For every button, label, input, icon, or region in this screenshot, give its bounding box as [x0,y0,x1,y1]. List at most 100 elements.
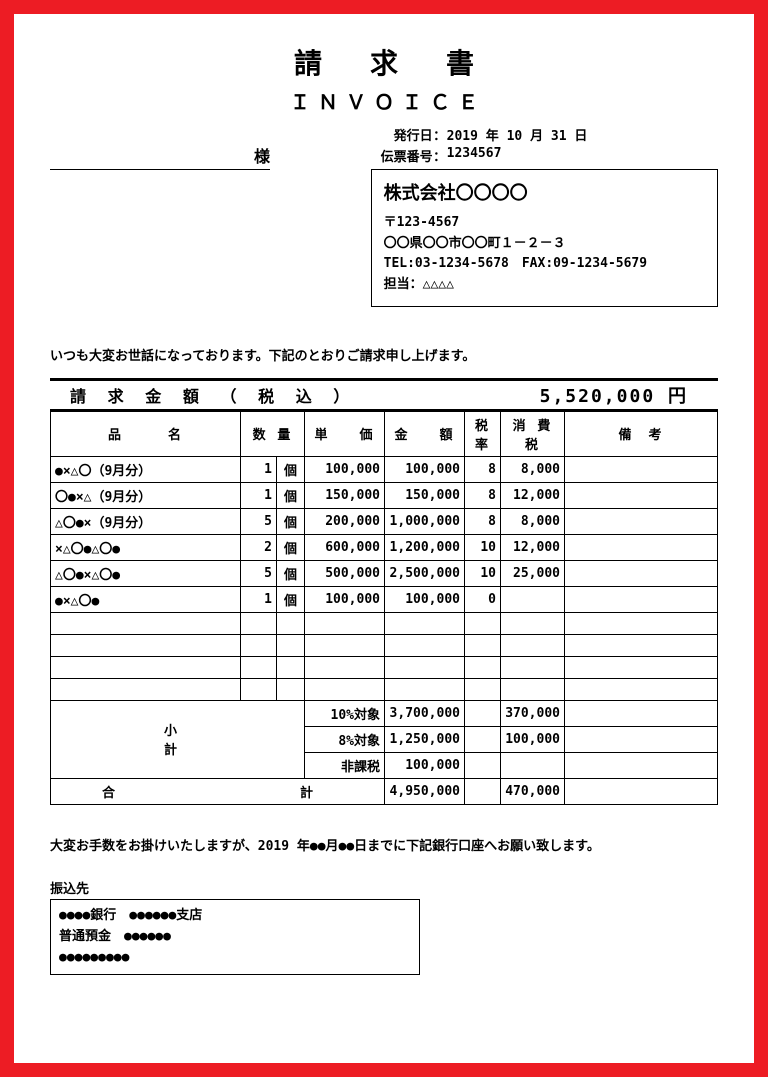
title-en: ＩＮＶＯＩＣＥ [50,86,718,115]
greeting-text: いつも大変お世話になっております。下記のとおりご請求申し上げます。 [50,345,718,364]
sub-cat: 10%対象 [305,700,385,726]
issue-value: 2019 年 10 月 31 日 [447,125,588,144]
items-table: 品 名 数 量 単 価 金 額 税率 消 費 税 備 考 ●×△〇（9月分）1個… [50,412,718,805]
issue-label: 発行日 [371,125,433,144]
cell-rate: 8 [465,508,501,534]
cell-tax: 25,000 [501,560,565,586]
cell-unit: 個 [277,456,305,482]
table-row: ●×△〇●1個100,000100,0000 [51,586,718,612]
subtotal-label: 小 計 [51,700,305,778]
sub-cat: 非課税 [305,752,385,778]
cell-name: ●×△〇（9月分） [51,456,241,482]
cell-name: △〇●×△〇● [51,560,241,586]
cell-note [565,586,718,612]
sub-amount: 100,000 [385,752,465,778]
cell-tax: 12,000 [501,482,565,508]
cell-name: △〇●×（9月分） [51,508,241,534]
table-row-empty [51,634,718,656]
title-jp: 請求書 [50,42,718,82]
cell-amount: 100,000 [385,456,465,482]
company-box: 株式会社〇〇〇〇 〒123-4567 〇〇県〇〇市〇〇町１－２－３ TEL:03… [371,169,718,307]
th-amount: 金 額 [385,412,465,457]
table-row: 〇●×△（9月分）1個150,000150,000812,000 [51,482,718,508]
sub-tax: 100,000 [501,726,565,752]
total-value: 5,520,000 円 [540,382,718,408]
grand-amount: 4,950,000 [385,778,465,804]
bank-label: 振込先 [50,878,718,897]
company-contact: 担当：△△△△ [384,275,705,296]
cell-price: 100,000 [305,456,385,482]
cell-unit: 個 [277,508,305,534]
cell-unit: 個 [277,560,305,586]
table-row: ×△〇●△〇●2個600,0001,200,0001012,000 [51,534,718,560]
th-price: 単 価 [305,412,385,457]
invoice-page: 請求書 ＩＮＶＯＩＣＥ 様 発行日 ： 2019 年 10 月 31 日 伝票番… [0,0,768,1077]
cell-rate: 10 [465,534,501,560]
bank-line2: 普通預金 ●●●●●● [59,927,411,948]
cell-tax [501,586,565,612]
table-row: △〇●×△〇●5個500,0002,500,0001025,000 [51,560,718,586]
cell-note [565,482,718,508]
table-row-empty [51,656,718,678]
cell-name: ●×△〇● [51,586,241,612]
bank-box: ●●●●銀行 ●●●●●●支店 普通預金 ●●●●●● ●●●●●●●●● [50,899,420,975]
cell-rate: 10 [465,560,501,586]
cell-price: 500,000 [305,560,385,586]
table-row-empty [51,678,718,700]
cell-note [565,534,718,560]
company-telfax: TEL:03-1234-5678 FAX:09-1234-5679 [384,254,705,275]
company-postal: 〒123-4567 [384,213,705,234]
header-block: 様 発行日 ： 2019 年 10 月 31 日 伝票番号 ： 1234567 … [50,125,718,307]
cell-tax: 12,000 [501,534,565,560]
slip-value: 1234567 [447,146,502,165]
total-label: 請 求 金 額 （ 税 込 ） [50,383,540,407]
cell-rate: 8 [465,456,501,482]
grand-label: 合 計 [51,778,385,804]
table-row: △〇●×（9月分）5個200,0001,000,00088,000 [51,508,718,534]
recipient-suffix: 様 [50,143,270,170]
cell-price: 150,000 [305,482,385,508]
cell-unit: 個 [277,586,305,612]
cell-price: 100,000 [305,586,385,612]
cell-note [565,456,718,482]
cell-price: 200,000 [305,508,385,534]
slip-label: 伝票番号 [371,146,433,165]
sub-amount: 1,250,000 [385,726,465,752]
total-row: 請 求 金 額 （ 税 込 ） 5,520,000 円 [50,378,718,412]
closing-text: 大変お手数をお掛けいたしますが、2019 年●●月●●日までに下記銀行口座へお願… [50,835,718,854]
cell-qty: 1 [241,586,277,612]
cell-tax: 8,000 [501,456,565,482]
company-address: 〇〇県〇〇市〇〇町１－２－３ [384,234,705,255]
grand-tax: 470,000 [501,778,565,804]
cell-note [565,560,718,586]
th-name: 品 名 [51,412,241,457]
cell-name: ×△〇●△〇● [51,534,241,560]
recipient-block: 様 [50,125,371,307]
cell-unit: 個 [277,534,305,560]
meta-block: 発行日 ： 2019 年 10 月 31 日 伝票番号 ： 1234567 株式… [371,125,718,307]
cell-amount: 2,500,000 [385,560,465,586]
cell-note [565,508,718,534]
th-rate: 税率 [465,412,501,457]
sub-tax: 370,000 [501,700,565,726]
table-row: ●×△〇（9月分）1個100,000100,00088,000 [51,456,718,482]
cell-qty: 2 [241,534,277,560]
cell-tax: 8,000 [501,508,565,534]
company-name: 株式会社〇〇〇〇 [384,180,705,209]
cell-qty: 1 [241,482,277,508]
cell-rate: 0 [465,586,501,612]
bank-line1: ●●●●銀行 ●●●●●●支店 [59,906,411,927]
cell-price: 600,000 [305,534,385,560]
cell-amount: 150,000 [385,482,465,508]
cell-name: 〇●×△（9月分） [51,482,241,508]
th-qty: 数 量 [241,412,305,457]
table-row-empty [51,612,718,634]
sub-amount: 3,700,000 [385,700,465,726]
cell-rate: 8 [465,482,501,508]
cell-amount: 1,000,000 [385,508,465,534]
th-note: 備 考 [565,412,718,457]
cell-amount: 100,000 [385,586,465,612]
th-tax: 消 費 税 [501,412,565,457]
cell-qty: 5 [241,560,277,586]
cell-amount: 1,200,000 [385,534,465,560]
